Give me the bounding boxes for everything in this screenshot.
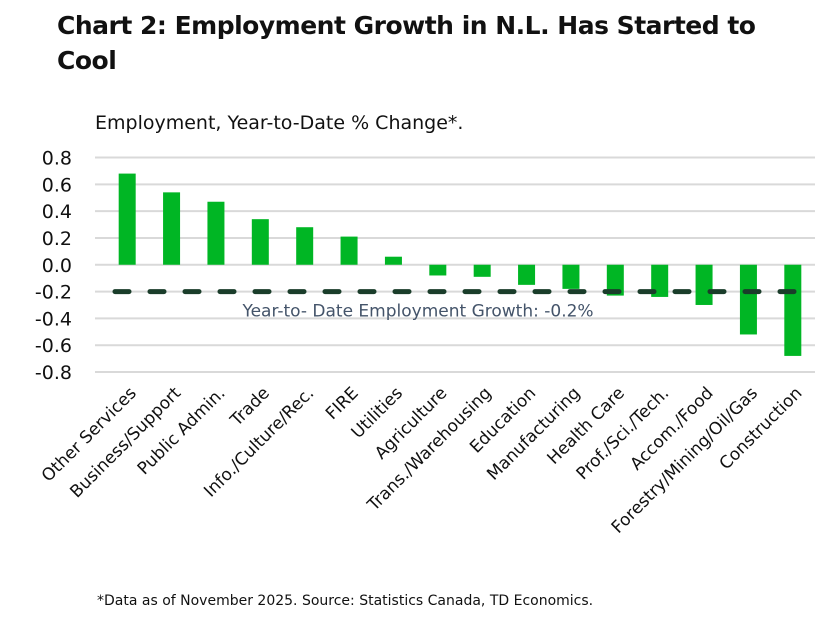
bar: [163, 192, 181, 265]
y-tick-label: 0.2: [42, 228, 72, 250]
bar: [429, 264, 447, 276]
bar: [296, 227, 314, 265]
y-tick-label: 0.8: [42, 148, 72, 170]
y-tick-label: -0.8: [35, 362, 72, 384]
y-tick-label: -0.4: [35, 308, 72, 330]
x-tick-label: FIRE: [322, 383, 363, 424]
chart-subtitle: Employment, Year-to-Date % Change*.: [95, 112, 464, 134]
y-tick-label: 0.4: [42, 201, 72, 223]
bar: [340, 236, 358, 265]
bar: [384, 256, 402, 265]
bar: [207, 201, 225, 265]
bar: [651, 264, 669, 297]
y-tick-label: -0.2: [35, 282, 72, 304]
y-tick-label: 0.0: [42, 255, 72, 277]
bar: [251, 219, 269, 265]
y-tick-label: -0.6: [35, 335, 72, 357]
source-note: *Data as of November 2025. Source: Stati…: [97, 593, 594, 609]
bar: [784, 264, 802, 356]
chart-title: Chart 2: Employment Growth in N.L. Has S…: [57, 11, 756, 75]
bar: [606, 264, 624, 296]
bar: [518, 264, 536, 285]
reference-line-label: Year-to- Date Employment Growth: -0.2%: [241, 302, 593, 322]
bar: [473, 264, 491, 277]
bar: [695, 264, 713, 305]
bar: [562, 264, 580, 289]
bar: [118, 173, 136, 265]
bar: [739, 264, 757, 335]
y-tick-label: 0.6: [42, 174, 72, 196]
